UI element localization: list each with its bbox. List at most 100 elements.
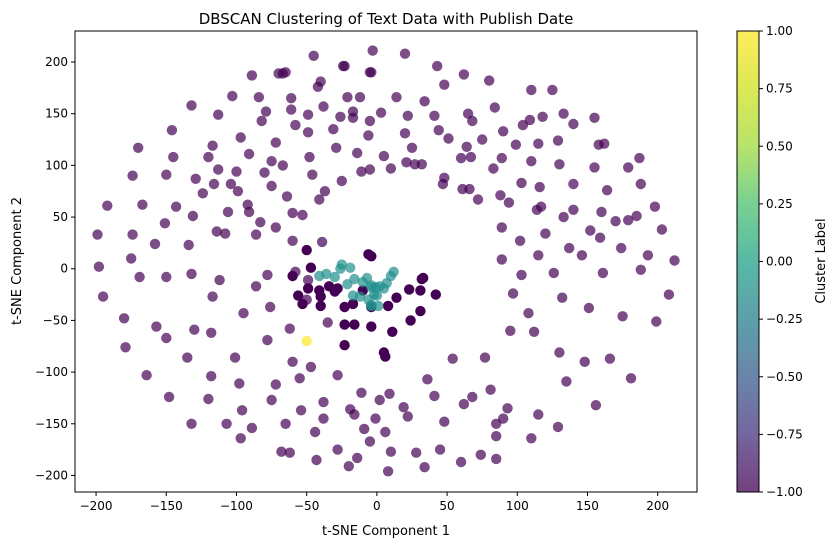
data-point-cluster--1 — [222, 206, 234, 218]
x-tick-label: 0 — [373, 499, 381, 513]
data-point-cluster--1 — [220, 228, 231, 239]
data-point-cluster--1 — [343, 461, 354, 472]
data-point-cluster-0 — [354, 291, 366, 302]
data-point-cluster--1 — [496, 254, 507, 265]
data-point-cluster--1 — [554, 159, 565, 170]
data-point-cluster--1 — [415, 285, 426, 296]
data-point-cluster--1 — [187, 210, 199, 222]
data-point-cluster--1 — [260, 106, 272, 117]
data-point-cluster--1 — [137, 199, 148, 210]
data-point-cluster--1 — [616, 242, 627, 254]
data-point-cluster--1 — [262, 269, 273, 281]
data-point-cluster--1 — [342, 92, 353, 103]
data-point-cluster--1 — [335, 111, 346, 123]
data-point-cluster--1 — [277, 160, 288, 171]
data-point-cluster--1 — [93, 261, 105, 272]
data-point-cluster--1 — [186, 100, 197, 111]
data-point-cluster--1 — [364, 115, 376, 127]
data-point-cluster--1 — [526, 433, 537, 444]
data-point-cluster--1 — [243, 148, 255, 160]
data-point-cluster--1 — [554, 347, 565, 358]
data-point-cluster--1 — [505, 325, 516, 336]
data-point-cluster--1 — [380, 426, 391, 438]
data-point-cluster--1 — [467, 391, 478, 403]
data-point-cluster--1 — [514, 235, 526, 246]
data-point-cluster--1 — [498, 413, 509, 424]
data-point-cluster--1 — [168, 151, 179, 163]
data-point-cluster--1 — [533, 409, 544, 420]
data-point-cluster--1 — [290, 119, 301, 131]
data-point-cluster--1 — [276, 446, 287, 457]
data-point-cluster--1 — [302, 274, 314, 286]
data-point-cluster--1 — [411, 447, 422, 458]
data-point-cluster--1 — [552, 421, 564, 433]
data-point-cluster--1 — [439, 172, 450, 183]
data-point-cluster--1 — [590, 400, 602, 411]
data-point-cluster--1 — [548, 267, 559, 279]
data-point-cluster--1 — [314, 194, 325, 205]
data-point-cluster--1 — [561, 376, 572, 387]
data-point-cluster--1 — [531, 204, 543, 215]
data-point-cluster--1 — [475, 449, 486, 460]
data-point-cluster-0 — [321, 268, 332, 280]
data-point-cluster--1 — [375, 107, 387, 118]
data-point-cluster--1 — [430, 289, 441, 300]
data-point-cluster--1 — [635, 264, 646, 275]
data-point-cluster--1 — [418, 272, 429, 284]
data-point-cluster--1 — [495, 190, 506, 201]
data-point-cluster--1 — [439, 416, 450, 427]
data-point-cluster--1 — [589, 112, 600, 124]
data-point-cluster--1 — [280, 418, 291, 429]
plot-area — [92, 45, 680, 477]
data-point-cluster--1 — [596, 206, 607, 218]
data-point-cluster--1 — [367, 45, 378, 56]
data-point-cluster--1 — [472, 194, 484, 205]
data-point-cluster--1 — [484, 75, 495, 86]
data-point-cluster--1 — [338, 60, 349, 72]
data-point-cluster--1 — [232, 186, 244, 197]
colorbar-label: Cluster Label — [814, 218, 829, 303]
data-point-cluster-0 — [368, 289, 380, 300]
data-point-cluster--1 — [409, 159, 420, 170]
data-point-cluster--1 — [265, 301, 276, 313]
data-point-cluster--1 — [159, 218, 171, 229]
data-point-cluster--1 — [352, 452, 363, 464]
data-point-cluster--1 — [339, 319, 350, 330]
data-point-cluster--1 — [250, 281, 262, 292]
data-point-cluster--1 — [447, 353, 458, 364]
data-point-cluster--1 — [601, 185, 613, 196]
data-point-cluster-0 — [366, 299, 377, 311]
y-tick-label: −100 — [35, 365, 68, 379]
data-point-cluster--1 — [242, 199, 253, 210]
data-point-cluster--1 — [455, 152, 467, 164]
y-tick-label: −50 — [43, 313, 68, 327]
data-point-cluster--1 — [302, 283, 314, 294]
data-point-cluster--1 — [127, 170, 138, 181]
data-point-cluster--1 — [186, 268, 197, 280]
data-point-cluster--1 — [161, 169, 172, 180]
data-point-cluster-0 — [329, 271, 340, 283]
data-point-cluster--1 — [307, 169, 318, 180]
data-point-cluster--1 — [246, 422, 258, 434]
data-point-cluster--1 — [305, 262, 317, 273]
data-point-cluster--1 — [415, 305, 426, 317]
data-point-cluster-0 — [342, 279, 353, 290]
data-point-cluster--1 — [221, 418, 232, 429]
data-point-cluster--1 — [356, 166, 367, 177]
data-point-cluster--1 — [328, 124, 339, 135]
data-point-cluster--1 — [134, 271, 145, 283]
data-point-cluster--1 — [170, 201, 182, 212]
data-point-cluster--1 — [387, 326, 398, 337]
x-axis: −200 −150 −100 −50 0 50 100 150 200 — [80, 492, 669, 513]
data-point-cluster--1 — [246, 70, 258, 81]
x-tick-label: 150 — [576, 499, 599, 513]
data-point-cluster--1 — [284, 447, 295, 458]
data-point-cluster--1 — [568, 178, 579, 190]
data-point-cluster--1 — [585, 225, 596, 236]
data-point-cluster--1 — [295, 405, 307, 416]
data-point-cluster--1 — [253, 92, 265, 103]
data-point-cluster--1 — [133, 142, 144, 153]
data-point-cluster--1 — [266, 156, 277, 167]
data-point-cluster--1 — [593, 139, 604, 150]
data-point-cluster--1 — [374, 394, 385, 406]
